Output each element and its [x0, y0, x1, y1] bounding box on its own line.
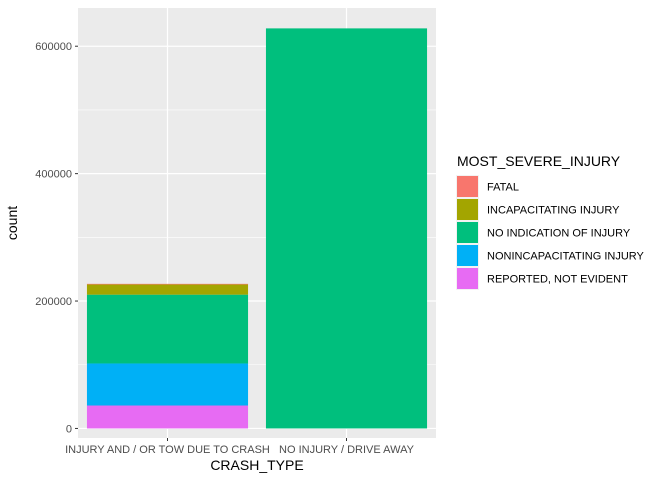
- legend-swatch: [457, 199, 478, 220]
- y-axis-title: count: [4, 206, 20, 240]
- y-axis: 0 200000 400000 600000: [35, 41, 78, 435]
- legend-swatch: [457, 268, 478, 289]
- legend-item: FATAL: [456, 175, 519, 198]
- bar-segment-nonincapacitating-injury: [86, 363, 249, 406]
- y-tick-label: 0: [66, 423, 72, 435]
- legend-label: REPORTED, NOT EVIDENT: [487, 274, 628, 286]
- legend-label: INCAPACITATING INJURY: [487, 205, 620, 217]
- bar-segment-reported-not-evident: [86, 405, 249, 429]
- x-axis: INJURY AND / OR TOW DUE TO CRASH NO INJUR…: [65, 438, 415, 456]
- bar-segment-fatal: [86, 283, 249, 285]
- legend: MOST_SEVERE_INJURY FATAL INCAPACITATING I…: [456, 153, 645, 290]
- legend-item: NO INDICATION OF INJURY: [456, 221, 631, 244]
- legend-item: NONINCAPACITATING INJURY: [456, 244, 645, 267]
- x-tick-label: NO INJURY / DRIVE AWAY: [279, 444, 415, 456]
- legend-item: INCAPACITATING INJURY: [456, 198, 620, 221]
- bar-segment-no-indication-of-injury: [265, 28, 428, 429]
- legend-label: NO INDICATION OF INJURY: [487, 228, 631, 240]
- y-tick-label: 600000: [35, 41, 72, 53]
- x-tick-label: INJURY AND / OR TOW DUE TO CRASH: [65, 444, 270, 456]
- legend-swatch: [457, 222, 478, 243]
- bar-segment-no-indication-of-injury: [86, 294, 249, 364]
- legend-swatch: [457, 245, 478, 266]
- y-tick-label: 400000: [35, 169, 72, 181]
- legend-item: REPORTED, NOT EVIDENT: [456, 267, 628, 290]
- y-tick-label: 200000: [35, 296, 72, 308]
- x-axis-title: CRASH_TYPE: [210, 457, 303, 473]
- bars: [86, 28, 428, 429]
- legend-swatch: [457, 176, 478, 197]
- legend-label: NONINCAPACITATING INJURY: [487, 251, 645, 263]
- legend-label: FATAL: [487, 182, 519, 194]
- legend-title: MOST_SEVERE_INJURY: [457, 153, 621, 169]
- bar-segment-incapacitating-injury: [86, 284, 249, 295]
